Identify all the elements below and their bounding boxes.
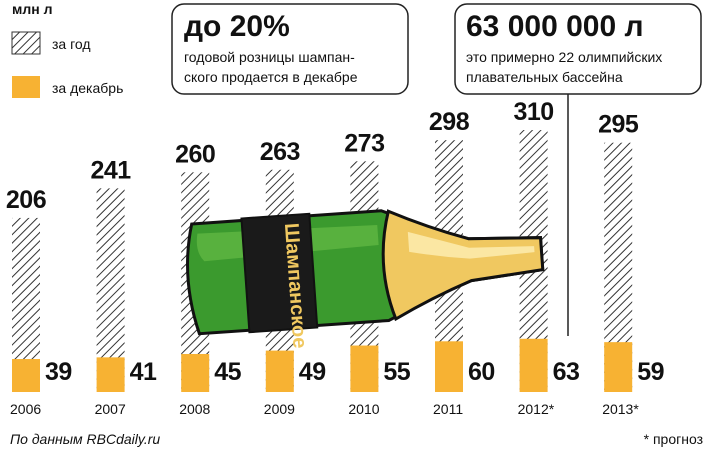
december-value-label: 41 xyxy=(130,358,157,386)
december-bar xyxy=(604,342,633,392)
legend-swatch xyxy=(12,76,40,98)
december-bar xyxy=(181,353,210,392)
december-value-label: 59 xyxy=(637,358,664,386)
annual-value-label: 273 xyxy=(344,129,384,157)
annual-value-label: 263 xyxy=(260,138,300,166)
december-bar xyxy=(519,338,548,392)
december-bar xyxy=(435,341,463,392)
legend-entry: за декабрь xyxy=(52,80,123,96)
december-bar xyxy=(96,357,125,392)
annual-value-label: 260 xyxy=(175,140,215,168)
callout-heading: до 20% xyxy=(184,10,290,43)
x-tick-label: 2012* xyxy=(518,401,555,417)
callout-text: плавательных бассейна xyxy=(466,69,623,85)
source: По данным RBCdaily.ru xyxy=(10,431,160,447)
unit-label: млн л xyxy=(12,1,53,17)
footnote: * прогноз xyxy=(644,431,703,447)
callout-box xyxy=(454,3,702,95)
december-value-label: 55 xyxy=(383,358,410,386)
callout-text: годовой розницы шампан- xyxy=(184,49,355,65)
december-value-label: 39 xyxy=(45,358,72,386)
callout-box xyxy=(171,3,409,95)
annual-value-label: 298 xyxy=(429,108,470,136)
december-bar xyxy=(350,345,379,392)
callout-text: это примерно 22 олимпийских xyxy=(466,49,662,65)
callout-text: ского продается в декабре xyxy=(184,69,358,85)
x-tick-label: 2006 xyxy=(10,401,41,417)
x-tick-label: 2007 xyxy=(95,401,126,417)
annual-value-label: 206 xyxy=(6,186,46,214)
annual-value-label: 241 xyxy=(90,156,131,184)
bottle: Шампанское xyxy=(186,209,545,349)
december-bar xyxy=(265,350,294,392)
december-value-label: 60 xyxy=(468,358,495,386)
x-tick-label: 2013* xyxy=(602,401,639,417)
x-tick-label: 2008 xyxy=(179,401,210,417)
legend-entry: за год xyxy=(52,36,91,52)
x-tick-label: 2009 xyxy=(264,401,295,417)
annual-value-label: 295 xyxy=(598,111,639,139)
callout-heading: 63 000 000 л xyxy=(466,10,644,43)
annual-value-label: 310 xyxy=(513,98,553,126)
legend-swatch xyxy=(11,31,41,55)
x-tick-label: 2010 xyxy=(348,401,379,417)
x-tick-label: 2011 xyxy=(433,401,463,417)
december-bar xyxy=(12,359,40,392)
december-value-label: 45 xyxy=(214,358,241,386)
december-value-label: 63 xyxy=(553,358,580,386)
december-value-label: 49 xyxy=(299,358,326,386)
